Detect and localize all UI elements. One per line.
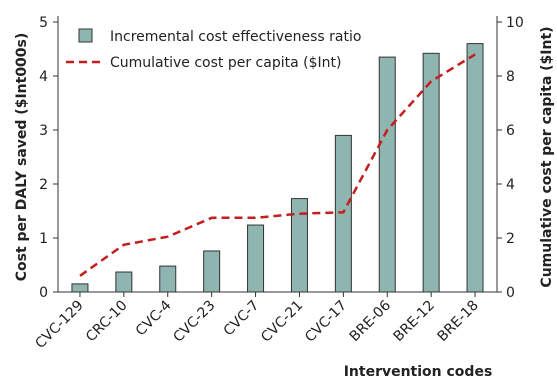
x-tick-label: CVC-21 [258,298,306,346]
y2-tick-label: 8 [506,69,515,85]
x-axis-title: Intervention codes [344,364,493,379]
y-tick-label: 3 [39,123,48,139]
y2-tick-label: 10 [506,15,524,31]
x-tick-label: CRC-10 [83,298,131,346]
y2-axis-title: Cumulative cost per capita ($Int) [539,26,555,287]
legend-bar-label: Incremental cost effectiveness ratio [110,29,361,45]
x-tick-label: BRE-06 [347,297,394,344]
y-axis-title: Cost per DALY saved ($Int000s) [14,33,30,282]
bars-group [71,43,484,293]
legend: Incremental cost effectiveness ratio Cumu… [66,28,361,71]
y2-tick-label: 6 [506,123,515,139]
bar-CVC-7 [247,224,265,293]
x-tick-label: CVC-7 [221,298,263,340]
bar-BRE-12 [422,52,440,293]
y-tick-label: 4 [39,69,48,85]
x-tick-label: CVC-23 [170,298,218,346]
x-tick-label: CVC-17 [302,298,350,346]
y-tick-label: 2 [39,177,48,193]
x-tick-label: BRE-18 [434,298,481,345]
bar-CVC-17 [334,134,352,293]
x-tick-label: CVC-129 [32,298,86,352]
legend-bar-swatch [78,28,93,43]
bar-CVC-129 [71,283,89,293]
y2-tick-label: 2 [506,231,515,247]
y2-tick-label: 0 [506,285,515,301]
bar-CRC-10 [115,271,133,293]
bar-CVC-4 [159,265,177,293]
x-tick-label: CVC-4 [133,297,175,339]
bar-BRE-06 [378,56,396,293]
y-tick-label: 0 [39,285,48,301]
bar-BRE-18 [466,43,484,293]
y-tick-label: 1 [39,231,48,247]
y-tick-label: 5 [39,15,48,31]
y2-tick-label: 4 [506,177,515,193]
x-tick-label: BRE-12 [391,298,438,345]
legend-line-label: Cumulative cost per capita ($Int) [110,55,341,71]
line-group [79,53,476,277]
cumulative-cost-line [79,53,476,277]
bar-CVC-23 [203,250,221,293]
